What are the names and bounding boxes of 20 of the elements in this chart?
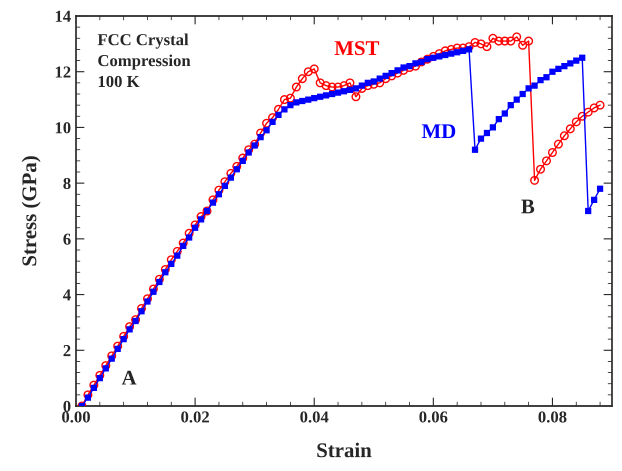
x-tick-label: 0.00 xyxy=(62,411,90,423)
y-tick-label: 10 xyxy=(56,122,71,134)
annotation: B xyxy=(521,200,534,214)
x-tick-label: 0.08 xyxy=(538,411,566,423)
y-tick-label: 8 xyxy=(63,178,71,190)
series-label: MST xyxy=(334,41,380,56)
annotation: A xyxy=(122,370,136,384)
x-tick-label: 0.06 xyxy=(419,411,448,423)
y-tick-label: 2 xyxy=(64,345,70,356)
annotation: FCC Crystal Compression 100 K xyxy=(98,34,190,88)
y-axis-title: Stress (GPa) xyxy=(22,156,41,266)
y-tick-label: 12 xyxy=(56,66,70,78)
y-tick-label: 0 xyxy=(63,400,71,412)
series-label: MD xyxy=(422,124,456,138)
y-tick-label: 14 xyxy=(56,10,71,22)
y-tick-label: 6 xyxy=(63,234,71,245)
x-tick-label: 0.02 xyxy=(181,411,209,423)
x-tick-label: 0.04 xyxy=(300,411,328,423)
y-tick-label: 4 xyxy=(63,289,71,300)
x-axis-title: Strain xyxy=(317,442,372,458)
